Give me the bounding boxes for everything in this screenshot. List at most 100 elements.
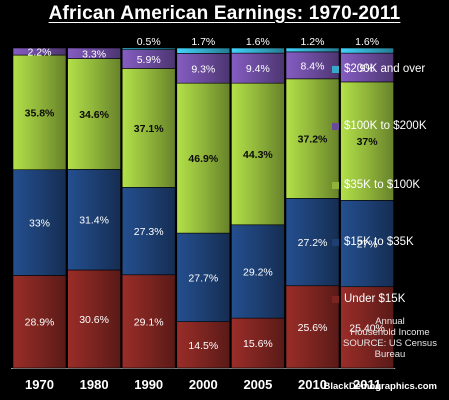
note-line: SOURCE: US Census: [343, 338, 437, 349]
data-label: 37.1%: [134, 123, 164, 135]
bar-segment: [67, 47, 121, 59]
legend-swatch: [332, 122, 339, 130]
chart-source-note: Annual Household Income SOURCE: US Censu…: [340, 316, 440, 360]
chart-title: African American Earnings: 1970-2011: [48, 3, 401, 24]
bar-stack-2011: [340, 47, 394, 369]
bar-stack-2005: [231, 47, 285, 369]
bar-stack-1970: [12, 47, 67, 369]
bar-segment: [121, 68, 176, 188]
data-label: 33%: [29, 218, 50, 230]
bar-segment: [285, 51, 340, 80]
bar-segment: [285, 78, 340, 199]
note-line: Annual: [375, 316, 405, 327]
data-label: 3.3%: [82, 48, 106, 60]
bar-stack-1980: [67, 47, 121, 369]
legend-label: $100K to $200K: [344, 120, 427, 132]
bar-segment: [340, 200, 394, 288]
data-label: 28.9%: [25, 317, 55, 329]
data-label: 27.2%: [298, 237, 328, 249]
bar-segment: [231, 52, 285, 84]
data-label: 44.3%: [243, 149, 273, 161]
source-website: BlackDemographics.com: [323, 381, 437, 392]
bar-stack-1990: [121, 47, 176, 369]
data-label: 29.2%: [243, 266, 273, 278]
note-line: Household Income: [350, 327, 430, 338]
legend-swatch: [332, 181, 339, 189]
legend-item: $35K to $100K: [332, 177, 420, 193]
x-tick-label: 2011: [353, 377, 381, 392]
data-label: 0.5%: [137, 36, 161, 48]
bar-segment: [12, 169, 67, 276]
legend-label: $200K and over: [344, 63, 426, 75]
data-label: 14.5%: [188, 340, 218, 352]
bar-stack-2010: [285, 47, 340, 369]
legend-swatch: [332, 295, 339, 303]
data-label: 9.4%: [246, 63, 270, 75]
bar-segment: [12, 54, 67, 171]
data-label: 25.6%: [298, 322, 328, 334]
data-label: 2.2%: [28, 47, 52, 59]
bar-segment: [285, 285, 340, 369]
bar-segment: [231, 317, 285, 369]
data-label: 1.6%: [246, 36, 270, 48]
legend-label: $15K to $35K: [344, 236, 414, 248]
bar-segment: [285, 47, 340, 53]
data-label: 5.9%: [137, 54, 161, 66]
x-tick-label: 1990: [134, 377, 163, 392]
legend-swatch: [332, 238, 339, 246]
data-label: 15.6%: [243, 338, 273, 350]
bar-segment: [231, 47, 285, 54]
bar-segment: [176, 321, 231, 369]
data-label: 27.3%: [134, 226, 164, 238]
bar-segment: [67, 269, 121, 369]
bar-segment: [12, 275, 67, 369]
data-label: 37%: [357, 136, 379, 148]
bar-segment: [231, 82, 285, 226]
legend-label: Under $15K: [344, 293, 406, 305]
data-label: 34.6%: [79, 109, 109, 121]
bar-stack-2000: [176, 47, 231, 369]
x-tick-label: 1980: [80, 377, 109, 392]
bar-segment: [231, 224, 285, 319]
note-line: Bureau: [374, 349, 406, 360]
bar-segment: [121, 47, 176, 50]
bar-segment: [340, 286, 394, 369]
bar-segment: [121, 187, 176, 276]
bar-segment: [67, 58, 121, 170]
bar-segment: [176, 47, 231, 54]
legend-item: Under $15K: [332, 291, 405, 307]
data-label: 29.1%: [134, 316, 164, 328]
bar-segment: [176, 53, 231, 84]
bar-segment: [340, 81, 394, 201]
x-tick-label: 1970: [25, 377, 54, 392]
bar-segment: [121, 274, 176, 369]
bar-segment: [176, 232, 231, 322]
data-label: 1.7%: [191, 36, 215, 48]
data-label: 37.2%: [298, 134, 328, 146]
bar-segment: [340, 47, 394, 54]
legend-swatch: [332, 65, 339, 73]
legend-label: $35K to $100K: [344, 179, 421, 191]
data-label: 35.8%: [25, 107, 55, 119]
x-tick-label: 2010: [298, 377, 327, 392]
bar-segment: [67, 169, 121, 271]
data-label: 27%: [357, 239, 378, 251]
data-label: 30.6%: [79, 314, 109, 326]
data-label: 8.4%: [301, 60, 325, 72]
legend-item: $15K to $35K: [332, 234, 414, 250]
bar-segment: [12, 47, 67, 56]
data-label: 9%: [360, 63, 375, 75]
x-tick-label: 2005: [243, 377, 272, 392]
data-label: 31.4%: [79, 215, 109, 227]
x-tick-label: 2000: [189, 377, 218, 392]
data-label: 1.6%: [355, 36, 379, 48]
data-label: 1.2%: [301, 36, 325, 48]
data-label: 25.40%: [349, 322, 385, 334]
data-label: 27.7%: [188, 272, 218, 284]
legend-item: $200K and over: [332, 61, 425, 77]
data-label: 9.3%: [191, 63, 215, 75]
bar-segment: [176, 82, 231, 234]
legend-item: $100K to $200K: [332, 118, 427, 134]
